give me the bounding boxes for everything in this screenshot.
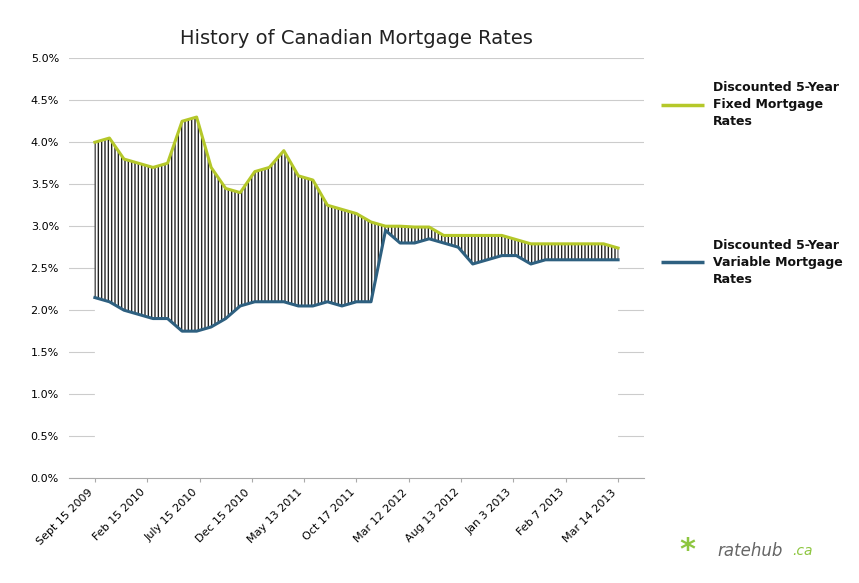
Text: .ca: .ca [792,544,813,558]
Text: Discounted 5-Year
Fixed Mortgage
Rates: Discounted 5-Year Fixed Mortgage Rates [713,82,839,128]
Text: Discounted 5-Year
Variable Mortgage
Rates: Discounted 5-Year Variable Mortgage Rate… [713,239,843,286]
Text: ratehub: ratehub [717,542,783,560]
Title: History of Canadian Mortgage Rates: History of Canadian Mortgage Rates [180,29,533,48]
Text: *: * [679,536,695,566]
